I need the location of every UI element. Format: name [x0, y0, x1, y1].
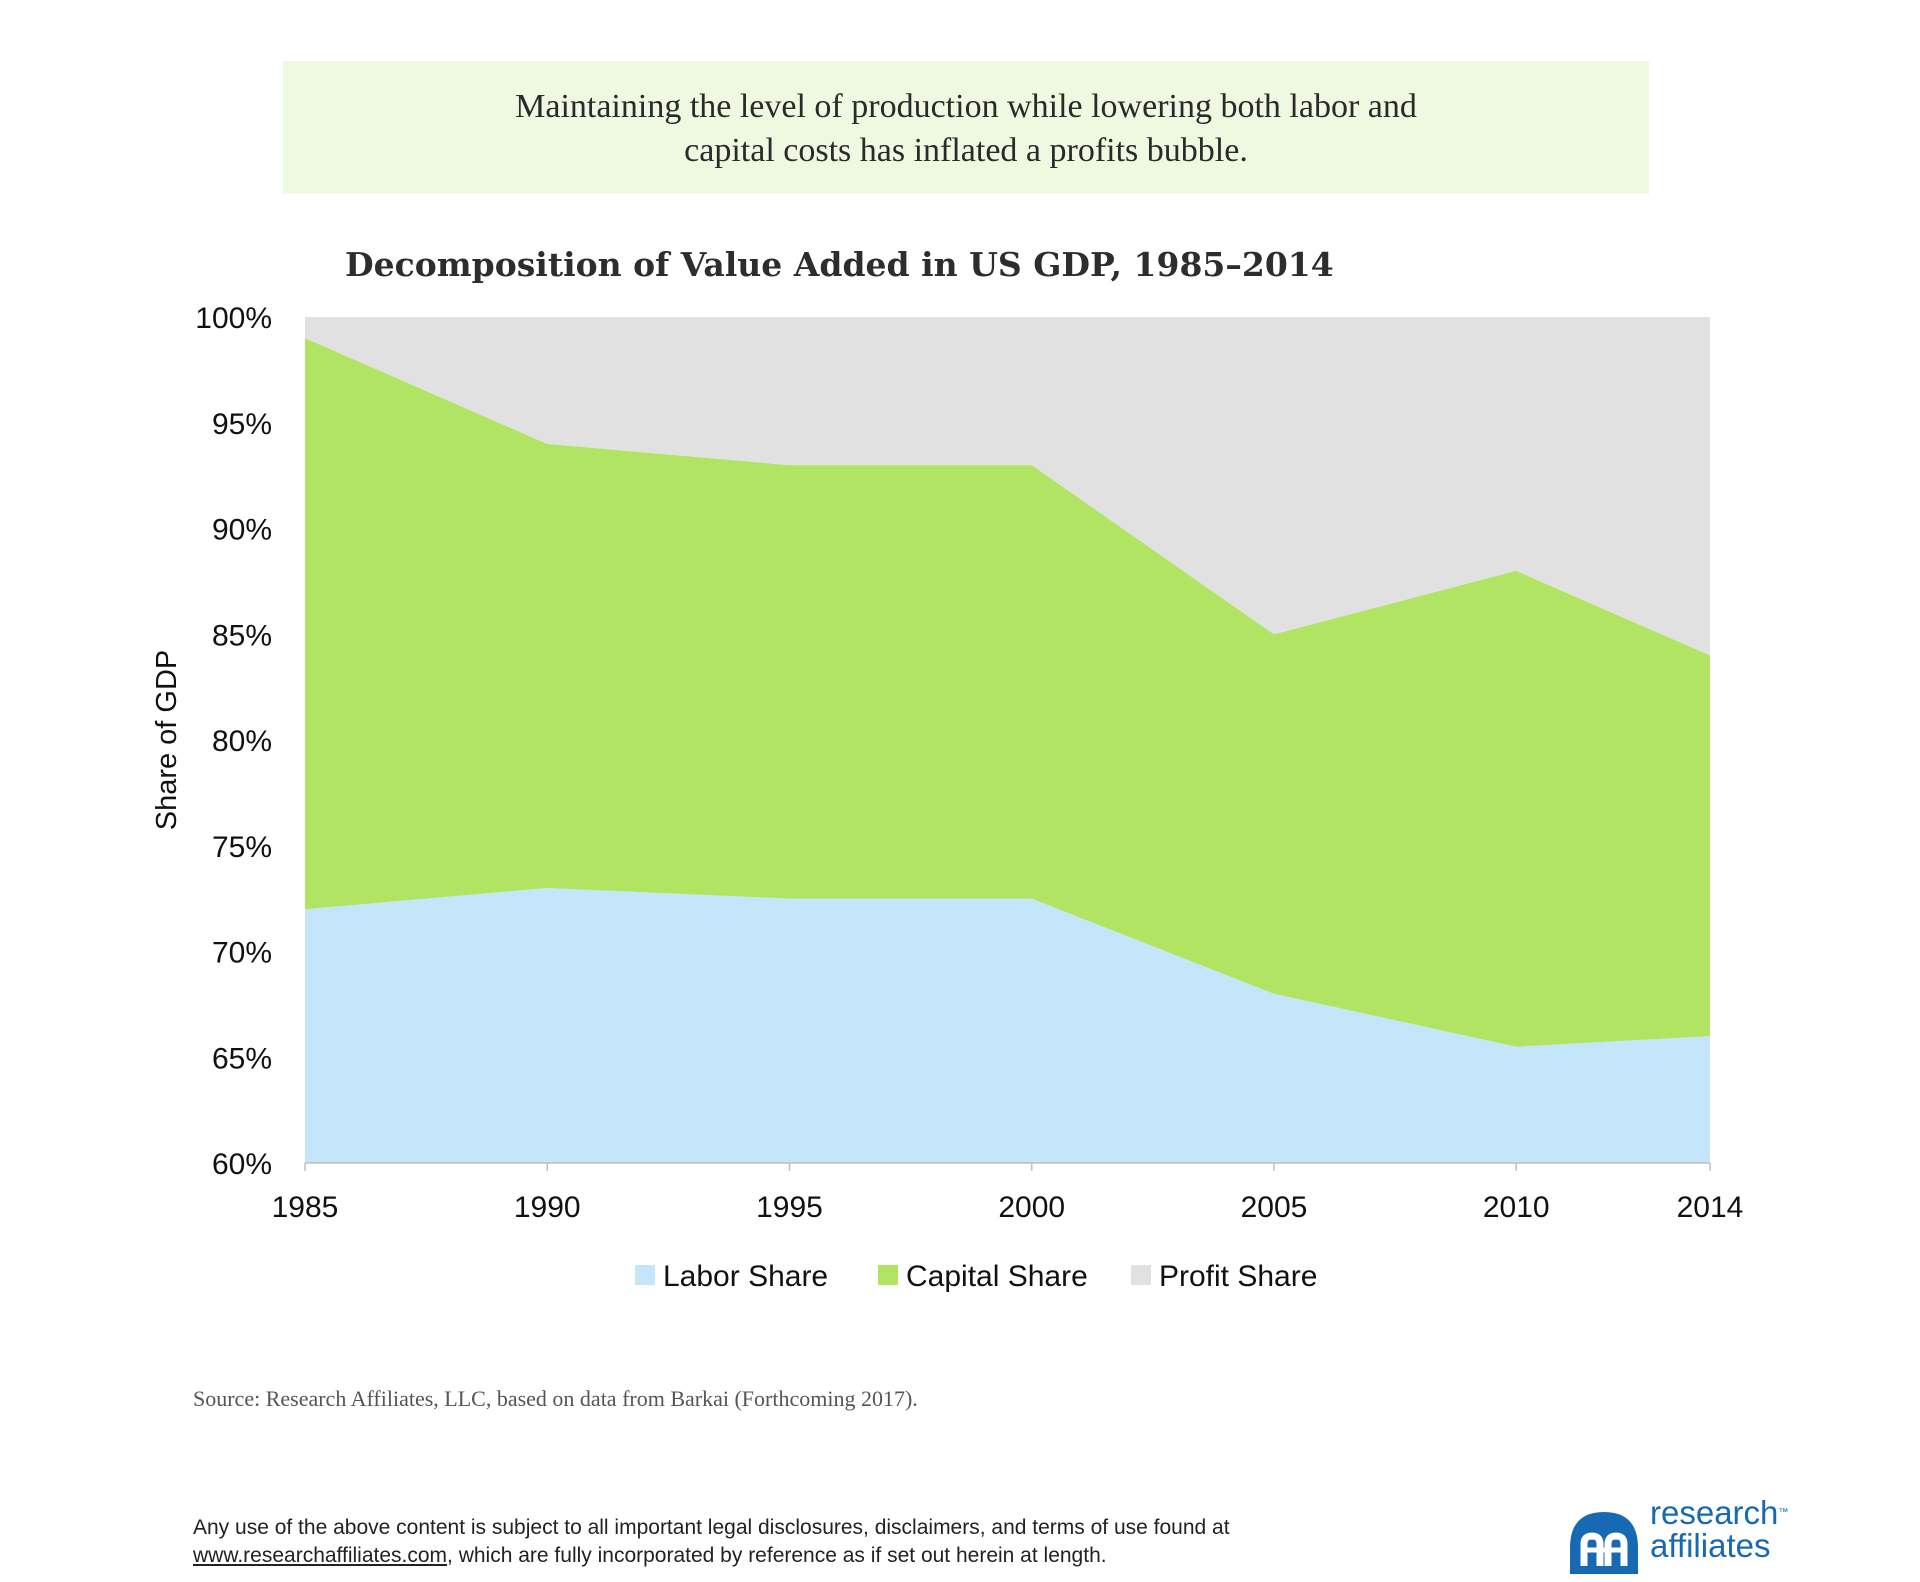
series-area-labor-share: [305, 888, 1710, 1163]
headline-line-1: Maintaining the level of production whil…: [515, 88, 1417, 125]
legend-label: Capital Share: [906, 1260, 1088, 1293]
y-tick-label: 90%: [212, 514, 272, 547]
logo-mark-icon: [1570, 1512, 1638, 1574]
y-tick-label: 75%: [212, 831, 272, 864]
y-tick-label: 85%: [212, 619, 272, 652]
legend-label: Profit Share: [1159, 1260, 1317, 1293]
y-tick-label: 60%: [212, 1148, 272, 1181]
logo-text-affiliates: affiliates: [1650, 1527, 1771, 1564]
headline-banner: Maintaining the level of production whil…: [283, 61, 1649, 194]
headline-line-2: capital costs has inflated a profits bub…: [684, 132, 1248, 169]
x-tick-label: 2014: [1677, 1191, 1744, 1224]
y-tick-label: 80%: [212, 725, 272, 758]
logo-text-research: research: [1650, 1494, 1779, 1531]
x-tick-label: 2000: [998, 1191, 1065, 1224]
legend-swatch: [878, 1265, 898, 1285]
legend-label: Labor Share: [663, 1260, 828, 1293]
x-tick-label: 2005: [1241, 1191, 1308, 1224]
legend-swatch: [635, 1265, 655, 1285]
source-note: Source: Research Affiliates, LLC, based …: [193, 1386, 918, 1411]
disclaimer-line-1: Any use of the above content is subject …: [193, 1516, 1230, 1539]
y-tick-label: 95%: [212, 408, 272, 441]
legend-swatch: [1131, 1265, 1151, 1285]
x-tick-label: 1985: [272, 1191, 339, 1224]
series-area-profit-share: [305, 317, 1710, 656]
disclaimer-line-2: , which are fully incorporated by refere…: [447, 1544, 1107, 1567]
x-tick-label: 1990: [514, 1191, 581, 1224]
logo-trademark: ™: [1778, 1507, 1789, 1518]
y-axis-label: Share of GDP: [151, 650, 183, 831]
x-tick-label: 1995: [756, 1191, 823, 1224]
x-tick-label: 2010: [1483, 1191, 1550, 1224]
website-link[interactable]: www.researchaffiliates.com: [193, 1544, 448, 1567]
y-tick-label: 65%: [212, 1042, 272, 1075]
research-affiliates-logo: research™ affiliates: [1568, 1496, 1798, 1576]
logo-wordmark: research™ affiliates: [1650, 1496, 1788, 1562]
legal-disclaimer: Any use of the above content is subject …: [193, 1514, 1230, 1570]
series-area-capital-share: [305, 338, 1710, 1047]
chart-title: Decomposition of Value Added in US GDP, …: [345, 245, 1334, 284]
y-tick-label: 70%: [212, 937, 272, 970]
y-tick-label: 100%: [195, 302, 272, 335]
